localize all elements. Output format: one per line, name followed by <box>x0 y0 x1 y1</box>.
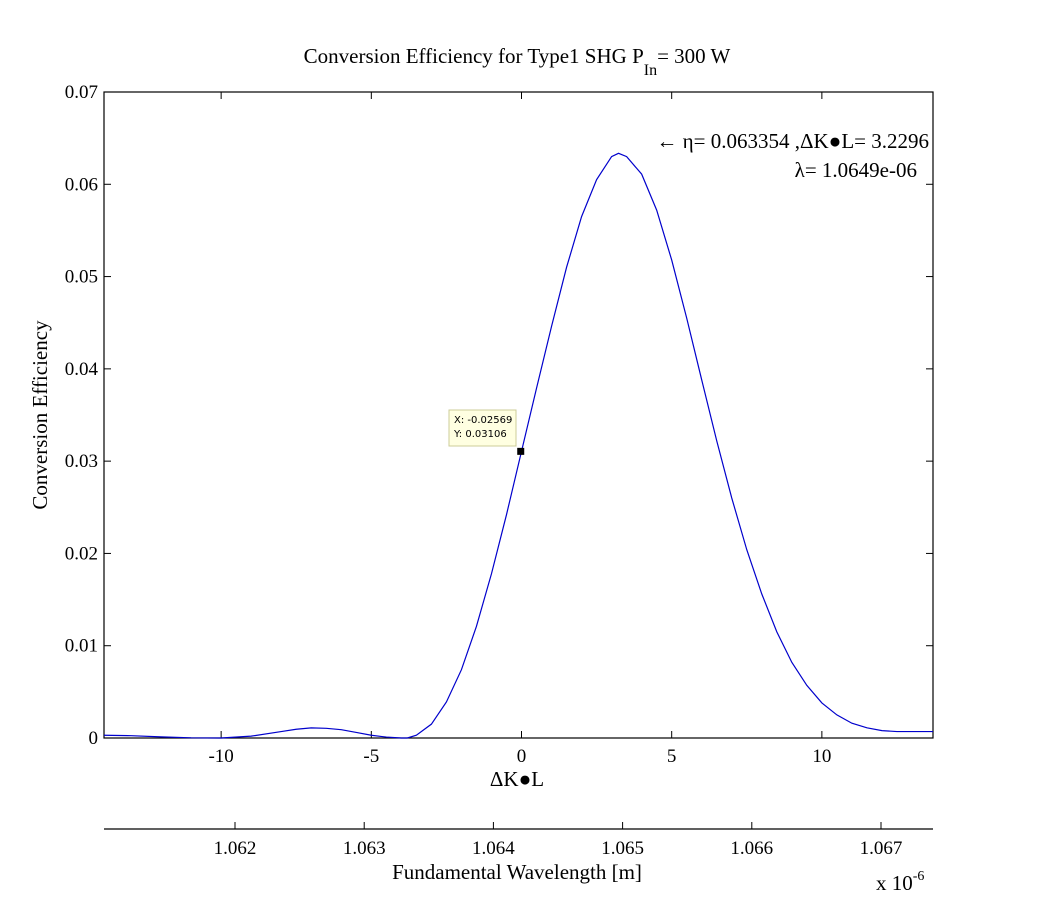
x-tick-label: -5 <box>363 746 379 767</box>
y-tick-label: 0.05 <box>65 267 98 288</box>
y-tick-label: 0.02 <box>65 543 98 564</box>
x-tick-label: 10 <box>812 746 831 767</box>
datatip-marker <box>517 447 525 455</box>
secondary-x-tick-label: 1.066 <box>730 838 773 859</box>
chart-title-subscript: In <box>644 62 657 79</box>
y-axis: 0 0.01 0.02 0.03 0.04 0.05 0.06 0.07 <box>65 82 933 749</box>
y-tick-label: 0.01 <box>65 636 98 657</box>
secondary-x-tick-label: 1.062 <box>214 838 257 859</box>
secondary-x-exponent-base: x 10 <box>876 871 913 895</box>
x-tick-label: 0 <box>517 746 527 767</box>
chart-title: Conversion Efficiency for Type1 SHG PIn=… <box>304 44 731 79</box>
secondary-x-tick-label: 1.067 <box>860 838 903 859</box>
x-axis: -10 -5 0 5 10 <box>208 92 831 767</box>
y-axis-label: Conversion Efficiency <box>28 320 52 510</box>
secondary-x-exponent: x 10-6 <box>876 869 924 895</box>
secondary-x-tick-label: 1.064 <box>472 838 515 859</box>
chart-title-prefix: Conversion Efficiency for Type1 SHG P <box>304 44 644 68</box>
chart-title-suffix: = 300 W <box>657 44 730 68</box>
peak-annotation-line2: λ= 1.0649e-06 <box>795 158 917 182</box>
x-tick-label: 5 <box>667 746 677 767</box>
x-axis-label: ΔK●L <box>490 767 544 791</box>
datatip-y-text: Y: 0.03106 <box>453 429 507 440</box>
y-tick-label: 0.06 <box>65 174 98 195</box>
secondary-x-axis: 1.062 1.063 1.064 1.065 1.066 1.067 <box>214 822 903 859</box>
secondary-x-axis-label: Fundamental Wavelength [m] <box>392 860 642 884</box>
y-tick-label: 0.03 <box>65 451 98 472</box>
efficiency-curve <box>103 152 933 739</box>
datatip[interactable]: X: -0.02569 Y: 0.03106 <box>448 409 525 455</box>
peak-annotation-line1: ← η= 0.063354 ,ΔK●L= 3.2296 <box>656 129 929 153</box>
y-tick-label: 0.04 <box>65 359 99 380</box>
secondary-x-tick-label: 1.063 <box>343 838 386 859</box>
datatip-box <box>448 409 517 447</box>
x-tick-label: -10 <box>208 746 233 767</box>
secondary-x-tick-label: 1.065 <box>601 838 644 859</box>
y-tick-label: 0 <box>89 728 99 749</box>
plot-area <box>103 91 934 739</box>
secondary-x-exponent-power: -6 <box>913 869 925 884</box>
y-tick-label: 0.07 <box>65 82 98 103</box>
datatip-x-text: X: -0.02569 <box>454 415 512 426</box>
